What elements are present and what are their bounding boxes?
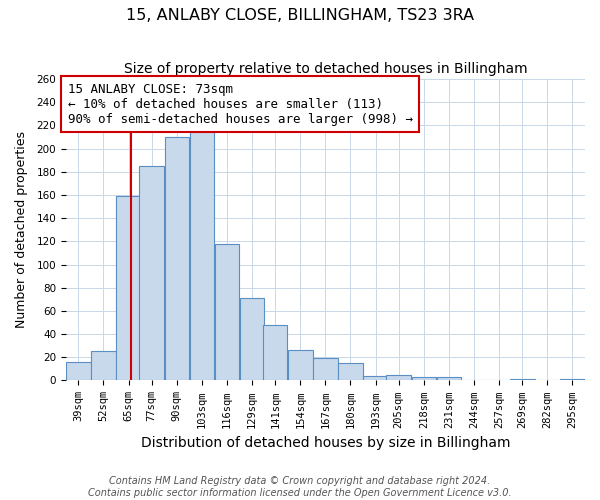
Bar (263, 325, 287, 380)
Bar (338, 363, 363, 380)
Title: Size of property relative to detached houses in Billingham: Size of property relative to detached ho… (124, 62, 527, 76)
Text: Contains HM Land Registry data © Crown copyright and database right 2024.
Contai: Contains HM Land Registry data © Crown c… (88, 476, 512, 498)
Bar (364, 376, 388, 380)
X-axis label: Distribution of detached houses by size in Billingham: Distribution of detached houses by size … (140, 436, 510, 450)
Text: 15 ANLABY CLOSE: 73sqm
← 10% of detached houses are smaller (113)
90% of semi-de: 15 ANLABY CLOSE: 73sqm ← 10% of detached… (68, 82, 413, 126)
Bar (288, 350, 313, 380)
Bar (91, 352, 116, 380)
Bar (215, 244, 239, 380)
Bar (190, 131, 214, 380)
Bar (139, 166, 164, 380)
Bar (66, 362, 91, 380)
Bar (240, 298, 265, 380)
Bar (116, 196, 141, 380)
Bar (164, 137, 189, 380)
Y-axis label: Number of detached properties: Number of detached properties (15, 131, 28, 328)
Text: 15, ANLABY CLOSE, BILLINGHAM, TS23 3RA: 15, ANLABY CLOSE, BILLINGHAM, TS23 3RA (126, 8, 474, 22)
Bar (386, 374, 411, 380)
Bar (412, 377, 436, 380)
Bar (437, 377, 461, 380)
Bar (313, 358, 338, 380)
